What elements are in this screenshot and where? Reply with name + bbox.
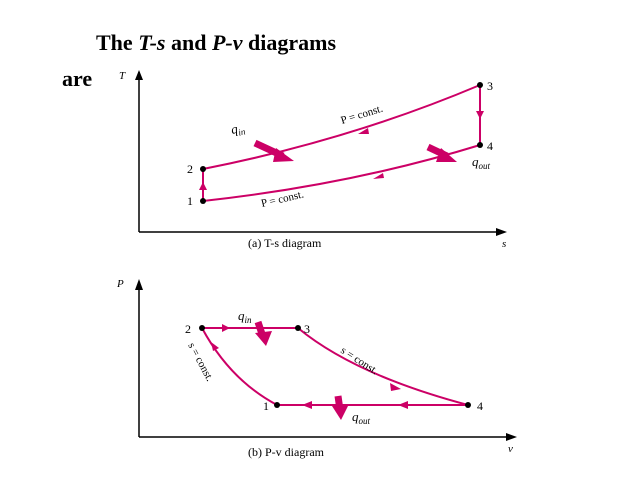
pv-qout-label: qout	[352, 409, 371, 426]
ts-qin-arrow-icon	[273, 148, 294, 162]
pv-y-arrow-icon	[135, 279, 143, 290]
ts-point-1-label: 1	[187, 194, 193, 208]
ts-point-4-label: 4	[487, 139, 493, 153]
ts-qout-arrow-icon	[436, 148, 457, 162]
ts-point-3	[477, 82, 483, 88]
title-mid: and	[165, 30, 212, 55]
pv-point-1	[274, 402, 280, 408]
ts-qin-label: qin	[230, 119, 247, 139]
slide-title-line1: The T-s and P-v diagrams	[96, 30, 336, 56]
pv-arrow-bottom-right-icon	[398, 401, 408, 409]
pv-point-2	[199, 325, 205, 331]
pv-curve-1-2	[201, 327, 278, 406]
ts-arrow-lower-icon	[373, 173, 384, 179]
pv-qin-label: qin	[238, 308, 252, 325]
pv-qout-arrow-icon	[332, 406, 348, 420]
pv-arrow-top-icon	[222, 324, 230, 332]
ts-qout-label: qout	[472, 154, 491, 171]
pv-point-3	[295, 325, 301, 331]
ts-point-2	[200, 166, 206, 172]
ts-y-arrow-icon	[135, 70, 143, 80]
ts-diagram: T s 1 2 3 4 P = const. P = const. qin qo…	[119, 70, 507, 250]
pv-left-sconst-label: s = const.	[185, 341, 215, 384]
pv-curve-3-4	[297, 327, 469, 406]
pv-point-1-label: 1	[263, 399, 269, 413]
pv-point-4	[465, 402, 471, 408]
ts-arrow-up-icon	[199, 182, 207, 190]
ts-point-3-label: 3	[487, 79, 493, 93]
title-ts: T-s	[138, 30, 166, 55]
ts-x-arrow-icon	[496, 228, 507, 236]
ts-point-4	[477, 142, 483, 148]
pv-point-4-label: 4	[477, 399, 483, 413]
pv-right-sconst-label: s = const.	[338, 344, 380, 377]
pv-arrow-bottom-left-icon	[302, 401, 312, 409]
pv-x-label: v	[508, 443, 513, 455]
title-pv: P-v	[211, 30, 243, 55]
pv-qin-arrow-icon	[255, 331, 272, 346]
ts-y-label: T	[119, 70, 126, 82]
ts-point-1	[200, 198, 206, 204]
ts-x-label: s	[502, 238, 506, 250]
pv-y-label: P	[116, 278, 124, 290]
pv-arrow-left-icon	[211, 342, 219, 351]
ts-point-2-label: 2	[187, 162, 193, 176]
ts-arrow-down-icon	[476, 111, 484, 119]
title-post: diagrams	[242, 30, 337, 55]
ts-caption: (a) T-s diagram	[248, 236, 322, 250]
ts-upper-curve	[202, 84, 481, 170]
title-pre: The	[96, 30, 139, 55]
slide-title-line2: are	[62, 66, 93, 91]
pv-x-arrow-icon	[506, 433, 517, 441]
ts-arrow-upper-icon	[358, 128, 369, 134]
pv-point-2-label: 2	[185, 322, 191, 336]
ts-lower-pconst-label: P = const.	[260, 188, 305, 210]
pv-point-3-label: 3	[304, 322, 310, 336]
pv-arrow-right-icon	[390, 383, 401, 391]
pv-diagram: P v 1 2 3 4 s = const. s = const. qin qo…	[116, 278, 517, 459]
pv-caption: (b) P-v diagram	[248, 445, 325, 459]
